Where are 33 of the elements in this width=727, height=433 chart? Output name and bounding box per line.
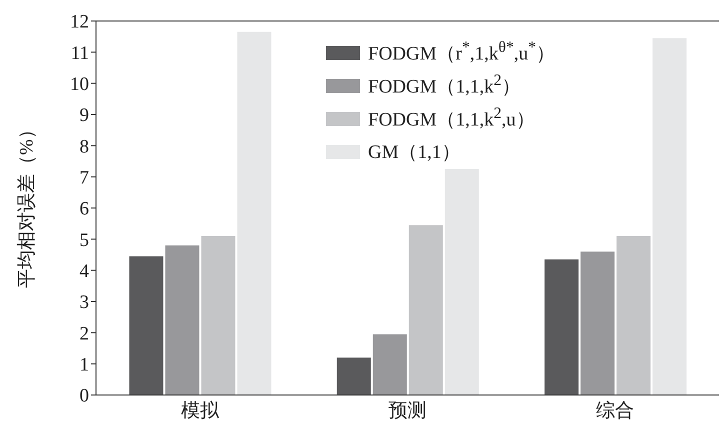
x-tick-label: 预测	[388, 400, 426, 422]
bar	[580, 252, 615, 395]
bar	[201, 236, 236, 395]
bar	[408, 225, 443, 395]
x-tick-label: 模拟	[180, 400, 220, 422]
bar	[372, 334, 407, 395]
y-tick-label: 0	[80, 386, 89, 407]
y-tick-label: 5	[80, 230, 89, 251]
y-tick-label: 11	[70, 42, 89, 64]
bar	[616, 236, 651, 395]
legend-label: FODGM（1,1,k$^{2}$）	[368, 72, 521, 100]
bar	[237, 32, 272, 395]
bar	[444, 169, 479, 395]
y-tick-label: 4	[80, 261, 90, 282]
bar	[544, 259, 579, 395]
y-axis-title: 平均相对误差（%）	[16, 120, 38, 288]
legend-label: GM（1,1）	[368, 140, 460, 164]
bar	[129, 256, 164, 395]
y-tick-label: 7	[80, 168, 89, 189]
legend-label: FODGM（1,1,k$^{2}$,u）	[368, 104, 535, 132]
y-tick-label: 10	[70, 74, 89, 96]
y-tick-label: 8	[80, 136, 89, 158]
y-tick-label: 9	[80, 105, 89, 126]
bar	[336, 358, 371, 395]
y-tick-label: 6	[80, 198, 89, 220]
bar	[652, 38, 687, 395]
y-tick-label: 3	[80, 292, 89, 314]
y-tick-label: 1	[80, 354, 89, 376]
y-tick-label: 12	[70, 12, 89, 33]
bar	[165, 245, 200, 395]
y-tick-label: 2	[80, 323, 89, 344]
legend-label: FODGM（r$^{*}$,1,k$^{θ*}$,u$^{*}$）	[368, 38, 556, 66]
x-tick-label: 综合	[596, 400, 634, 422]
